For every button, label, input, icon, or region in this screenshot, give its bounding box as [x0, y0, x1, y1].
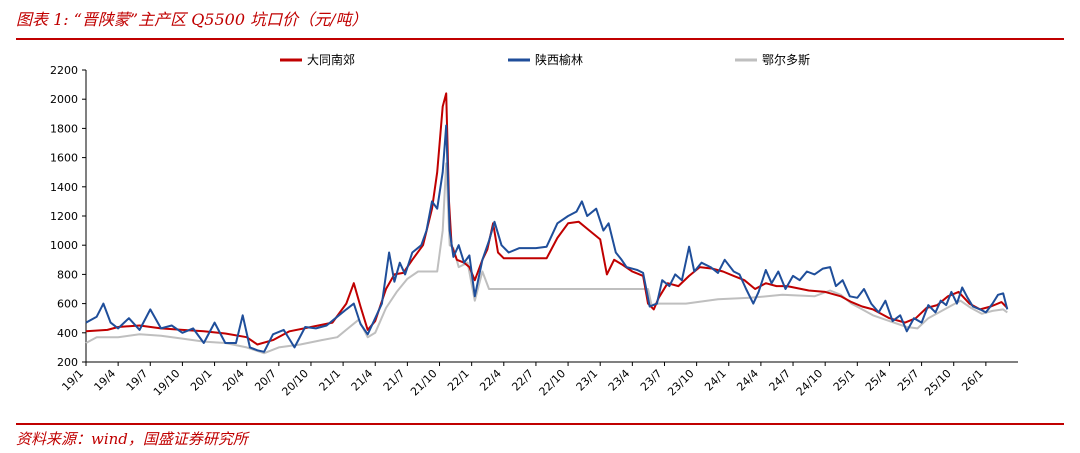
y-tick-label: 800 [57, 268, 78, 281]
x-tick-label: 25/7 [895, 367, 922, 394]
x-tick-label: 20/10 [279, 367, 311, 399]
x-tick-label: 22/1 [445, 367, 472, 394]
y-tick-label: 200 [57, 356, 78, 369]
x-tick-label: 23/10 [665, 367, 697, 399]
x-tick-label: 25/1 [831, 367, 858, 394]
source-divider [16, 423, 1064, 425]
x-tick-label: 22/10 [537, 367, 569, 399]
x-tick-label: 24/7 [766, 367, 793, 394]
y-tick-label: 1800 [50, 122, 78, 135]
chart-series [85, 92, 1009, 355]
legend-label-1: 大同南郊 [307, 52, 355, 67]
x-tick-label: 20/4 [220, 367, 247, 394]
x-tick-label: 24/1 [702, 367, 729, 394]
legend-label-3: 鄂尔多斯 [762, 52, 810, 67]
x-tick-label: 23/4 [606, 367, 633, 394]
y-tick-label: 1200 [50, 210, 78, 223]
y-tick-label: 1400 [50, 181, 78, 194]
figure-title: 图表 1: “晋陕蒙”主产区 Q5500 坑口价（元/吨） [16, 10, 368, 29]
y-tick-label: 2200 [50, 64, 78, 77]
x-tick-label: 25/4 [863, 367, 890, 394]
x-tick-label: 20/1 [188, 367, 215, 394]
chart-legend: 大同南郊 陕西榆林 鄂尔多斯 [280, 52, 810, 67]
series-line-1 [85, 92, 1009, 346]
x-tick-label: 19/7 [124, 367, 151, 394]
y-tick-label: 400 [57, 327, 78, 340]
x-tick-label: 24/4 [734, 367, 761, 394]
x-tick-label: 22/7 [509, 367, 536, 394]
chart-axes: 200 400 600 800 1000 1200 1400 1600 1800 2000 2200… [50, 64, 1018, 399]
x-tick-label: 20/7 [252, 367, 279, 394]
x-tick-label: 26/1 [959, 367, 986, 394]
title-divider [16, 38, 1064, 40]
source-note: 资料来源：wind，国盛证券研究所 [16, 430, 248, 448]
x-tick-label: 19/10 [151, 367, 183, 399]
y-tick-label: 1000 [50, 239, 78, 252]
x-tick-label: 23/7 [638, 367, 665, 394]
x-tick-label: 21/10 [408, 367, 440, 399]
x-tick-label: 24/10 [794, 367, 826, 399]
x-tick-label: 25/10 [922, 367, 954, 399]
x-tick-label: 21/4 [349, 367, 376, 394]
legend-label-2: 陕西榆林 [535, 52, 583, 67]
y-tick-label: 1600 [50, 152, 78, 165]
y-tick-label: 600 [57, 298, 78, 311]
y-tick-label: 2000 [50, 93, 78, 106]
x-tick-label: 19/1 [59, 367, 86, 394]
x-tick-label: 21/7 [381, 367, 408, 394]
x-tick-label: 21/1 [317, 367, 344, 394]
series-line-2 [85, 124, 1009, 353]
x-tick-label: 19/4 [92, 367, 119, 394]
x-tick-label: 22/4 [477, 367, 504, 394]
x-tick-label: 23/1 [574, 367, 601, 394]
